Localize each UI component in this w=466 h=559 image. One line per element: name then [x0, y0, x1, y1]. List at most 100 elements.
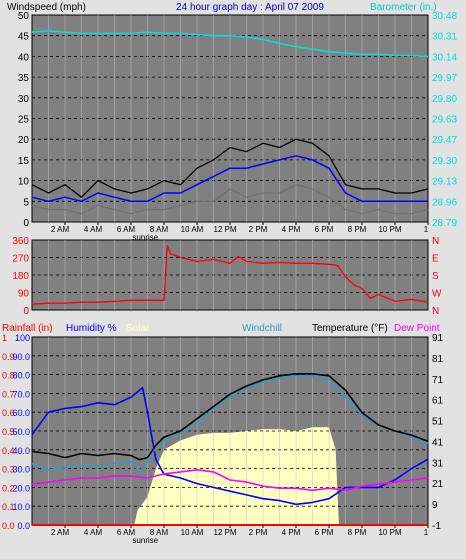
x-tick-label: 10 AM [181, 528, 204, 537]
legend-dewpoint: Dew Point [394, 323, 440, 334]
y-tick-label: 29.47 [432, 135, 457, 146]
humidity-tick-label: 10.0 [12, 502, 30, 512]
sunrise-label-bottom: sunrise [132, 536, 158, 545]
windspeed-x-ticks: 2 AM 4 AM 6 AM 8 AM 10 AM 12 PM 2 PM 4 PM 6 PM 8 … [51, 222, 429, 234]
y-tick-label: 90 [18, 289, 30, 300]
y-tick-label: 5 [23, 197, 29, 208]
x-tick-label: 1 [424, 225, 429, 234]
y-tick-label: 91 [432, 333, 444, 344]
temperature-line [31, 372, 429, 461]
humidity-tick-label: 50.0 [12, 427, 30, 437]
y-tick-label: 180 [12, 271, 29, 282]
y-tick-label: 0 [23, 306, 29, 317]
humidity-tick-label: 0.0 [17, 521, 30, 531]
chart-title: 24 hour graph day : April 07 2009 [176, 2, 324, 13]
y-tick-label: 10 [18, 177, 30, 188]
y-tick-label: 21 [432, 479, 444, 490]
rain-tick-label: 0.9 [2, 352, 15, 362]
barometer-y-ticks: 28.79 28.96 29.13 29.30 29.47 29.63 29.80 29.97… [432, 11, 457, 229]
x-tick-label: 2 AM [51, 528, 70, 537]
rain-tick-label: 0.7 [2, 389, 15, 399]
y-tick-label: 50 [18, 11, 30, 22]
humidity-tick-label: 90.0 [12, 352, 30, 362]
windspeed-series [31, 30, 429, 215]
legend-windchill: Windchill [242, 323, 282, 334]
x-tick-label: 4 AM [84, 528, 103, 537]
y-tick-label: 29.80 [432, 94, 457, 105]
y-tick-label: N [432, 306, 439, 317]
y-tick-label: 51 [432, 417, 444, 428]
windspeed-line [31, 138, 429, 198]
humidity-tick-label: 80.0 [12, 371, 30, 381]
y-tick-label: 45 [18, 32, 30, 43]
x-tick-label: 8 PM [348, 528, 367, 537]
y-tick-label: 71 [432, 375, 444, 386]
y-tick-label: 270 [12, 254, 29, 265]
x-tick-label: 4 PM [282, 225, 301, 234]
y-tick-label: 30 [18, 94, 30, 105]
y-tick-label: 29.63 [432, 115, 457, 126]
x-tick-label: 10 PM [378, 225, 401, 234]
y-tick-label: 30.31 [432, 32, 457, 43]
x-tick-label: 10 PM [378, 528, 401, 537]
y-tick-label: 29.30 [432, 156, 457, 167]
rain-tick-label: 0.5 [2, 427, 15, 437]
gust-line [31, 184, 429, 215]
temperature-y-ticks: -1 9 21 31 41 51 61 71 81 91 [432, 333, 444, 532]
humidity-tick-label: 100 [15, 333, 30, 343]
x-tick-label: 8 AM [150, 225, 169, 234]
windspeed_avg-line [31, 155, 428, 203]
sunrise-label: sunrise [132, 233, 158, 242]
x-tick-label: 6 PM [315, 225, 334, 234]
y-tick-label: 20 [18, 135, 30, 146]
rain-tick-label: 0.1 [2, 502, 15, 512]
y-tick-label: 25 [18, 115, 30, 126]
y-tick-label: 9 [432, 500, 438, 511]
direction-series [31, 245, 429, 305]
y-tick-label: N [432, 236, 439, 247]
humidity-tick-label: 70.0 [12, 389, 30, 399]
x-tick-label: 6 AM [117, 528, 136, 537]
rain-tick-label: 1 [2, 333, 7, 343]
legend-solar: Solar [126, 323, 150, 334]
x-tick-label: 10 AM [181, 225, 204, 234]
y-tick-label: 28.96 [432, 197, 457, 208]
y-tick-label: W [432, 289, 442, 300]
y-tick-label: 31 [432, 458, 444, 469]
y-tick-label: 81 [432, 354, 444, 365]
x-tick-label: 6 PM [315, 528, 334, 537]
y-tick-label: 29.13 [432, 177, 457, 188]
x-tick-label: 2 AM [51, 225, 70, 234]
y-tick-label: -1 [432, 521, 441, 532]
y-tick-label: 28.79 [432, 218, 457, 229]
barometer-axis-label: Barometer (in.) [370, 2, 437, 13]
x-tick-label: 12 PM [213, 225, 236, 234]
y-tick-label: 15 [18, 156, 30, 167]
windspeed-y-ticks: 0 5 10 15 20 25 30 35 40 45 50 [18, 11, 30, 229]
dewpoint-line [31, 468, 429, 492]
y-tick-label: 360 [12, 236, 29, 247]
barometer-line [31, 30, 429, 58]
x-tick-label: 8 AM [150, 528, 169, 537]
windspeed-barometer-panel: 24 hour graph day : April 07 2009 Windsp… [7, 2, 457, 242]
direction-y-ticks: 0 90 180 270 360 [12, 236, 29, 317]
x-tick-label: 12 PM [213, 528, 236, 537]
x-tick-label: 4 PM [282, 528, 301, 537]
y-tick-label: 40 [18, 52, 30, 63]
rain-tick-label: 0.6 [2, 408, 15, 418]
y-tick-label: E [432, 254, 439, 265]
legend-humidity: Humidity % [66, 323, 117, 334]
humidity-tick-label: 40.0 [12, 446, 30, 456]
y-tick-label: 30.48 [432, 11, 457, 22]
direction-grid [32, 240, 428, 310]
x-tick-label: 8 PM [348, 225, 367, 234]
x-tick-label: 2 PM [249, 528, 268, 537]
y-tick-label: S [432, 271, 439, 282]
y-tick-label: 61 [432, 396, 444, 407]
x-tick-label: 6 AM [117, 225, 136, 234]
legend-temperature: Temperature (°F) [312, 323, 388, 334]
y-tick-label: 41 [432, 437, 444, 448]
humidity-y-ticks: 0.0 0.00.110.00.220.00.330.00.440.00.550.… [2, 333, 30, 531]
